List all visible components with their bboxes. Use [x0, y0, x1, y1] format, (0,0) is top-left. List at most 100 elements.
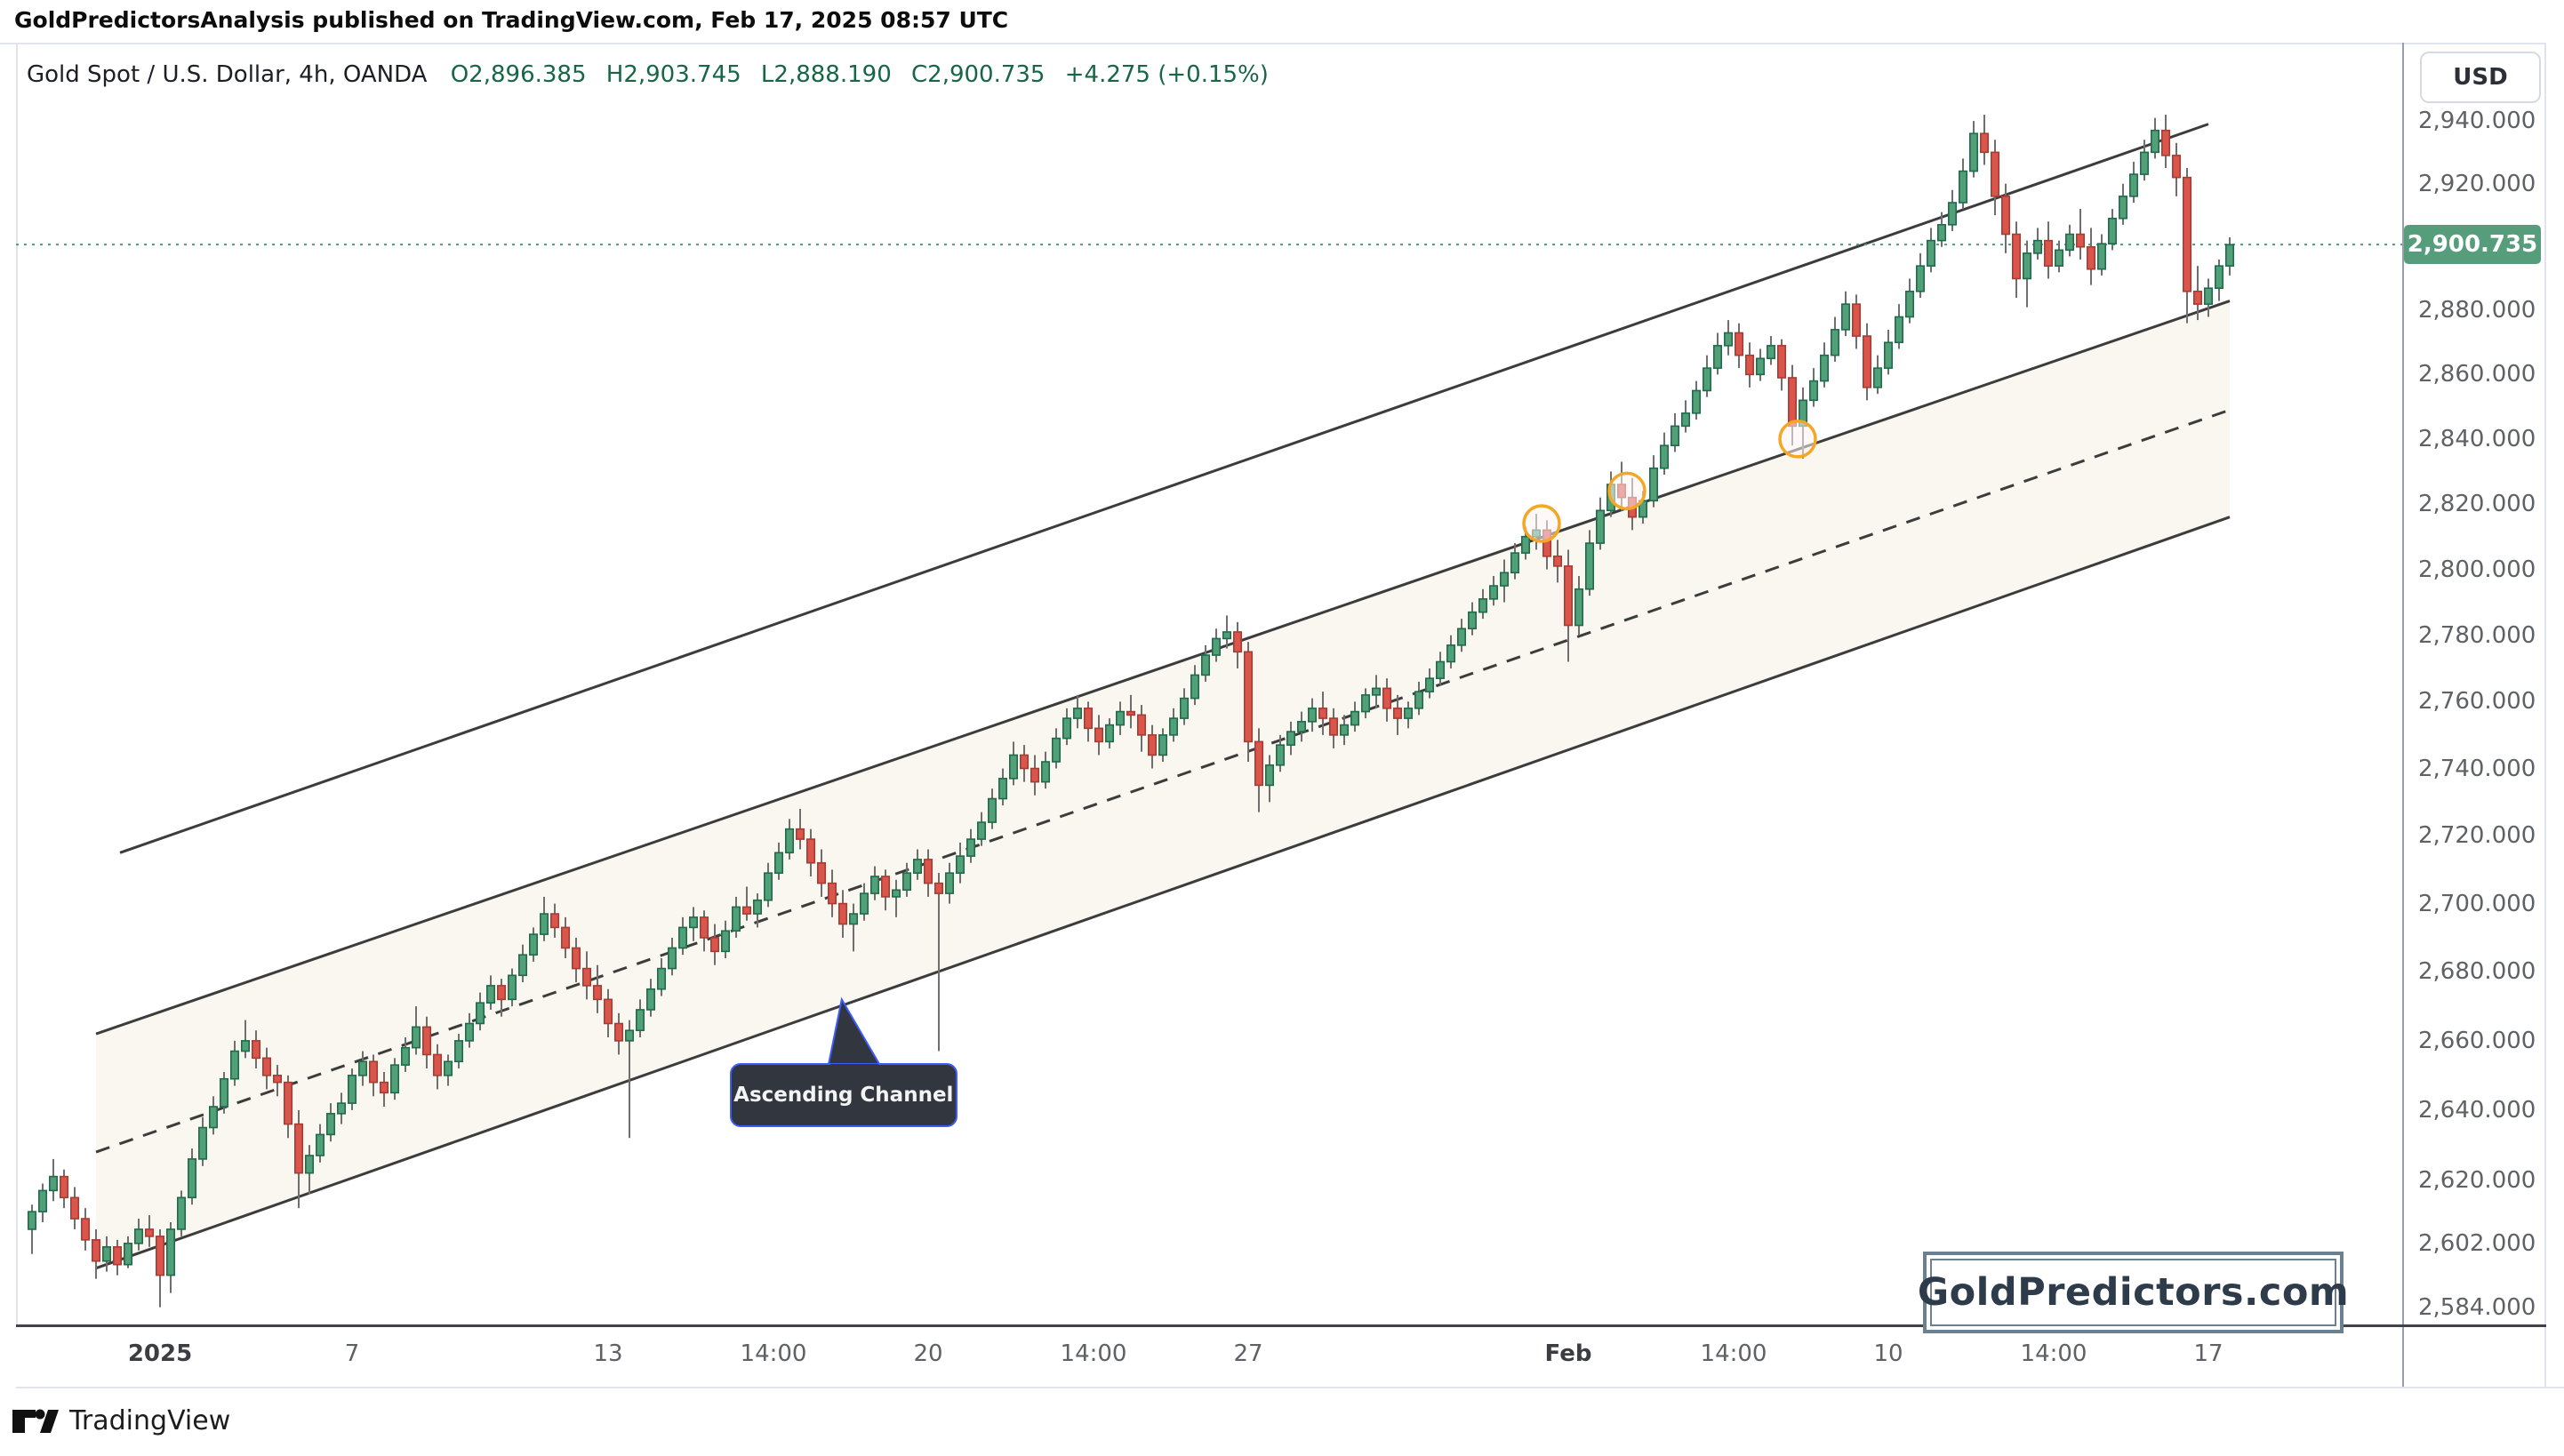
candle: [1244, 642, 1254, 762]
candle: [560, 916, 570, 959]
ohlc-change: +4.275 (+0.15%): [1064, 61, 1269, 88]
price-axis-label: 2,700.000: [2418, 890, 2536, 917]
candle: [60, 1169, 69, 1209]
candle: [1852, 294, 1862, 349]
channel-callout-pointer: [827, 996, 882, 1067]
candle: [485, 975, 495, 1010]
currency-chip[interactable]: USD: [2420, 52, 2541, 103]
candle: [2097, 234, 2107, 276]
candle: [1553, 540, 1563, 583]
ohlc-close: C2,900.735: [911, 61, 1046, 88]
candle: [1959, 158, 1968, 210]
candle: [134, 1219, 144, 1251]
candle: [1468, 602, 1478, 636]
candle: [1703, 355, 1712, 397]
candle: [37, 1183, 47, 1223]
candle: [315, 1124, 325, 1163]
channel-midline-dashed: [95, 408, 2231, 1154]
widget-top-border: [0, 43, 2546, 44]
candle: [1916, 252, 1926, 298]
price-axis-label: 2,584.000: [2418, 1293, 2536, 1321]
candle: [1286, 721, 1296, 756]
candle: [827, 869, 837, 917]
candle: [1372, 675, 1382, 708]
current-price-badge: 2,900.735: [2404, 225, 2541, 265]
candle: [1777, 339, 1787, 391]
symbol-ohlc-header[interactable]: Gold Spot / U.S. Dollar, 4h, OANDA O2,89…: [27, 57, 1281, 92]
candle: [229, 1040, 239, 1086]
candle: [283, 1075, 292, 1139]
candle: [464, 1012, 474, 1048]
candle: [1873, 355, 1883, 395]
candle: [2001, 183, 2011, 253]
candle: [1169, 708, 1179, 742]
candle: [720, 920, 730, 959]
candle: [656, 958, 666, 996]
price-axis-border[interactable]: [2402, 43, 2404, 1387]
candle: [1585, 530, 1595, 596]
candle: [1020, 745, 1030, 782]
candle: [1681, 400, 1691, 433]
candle: [645, 979, 655, 1017]
candle: [1148, 724, 1158, 769]
candle: [741, 886, 751, 921]
candle: [1564, 549, 1574, 662]
watermark-box: GoldPredictors.com: [1918, 1252, 2349, 1333]
candle: [1158, 728, 1168, 762]
upper-trendline: [119, 123, 2209, 854]
price-axis-label: 2,620.000: [2418, 1166, 2536, 1194]
candle: [1969, 121, 1979, 178]
candle: [1671, 412, 1680, 452]
price-axis-label: 2,840.000: [2418, 425, 2536, 452]
candle: [1756, 348, 1766, 381]
channel-callout-label[interactable]: Ascending Channel: [729, 1063, 957, 1128]
candle: [1201, 644, 1211, 682]
candle: [1724, 320, 1734, 356]
candle: [1500, 559, 1510, 603]
candle: [1884, 329, 1894, 375]
price-axis-label: 2,640.000: [2418, 1096, 2536, 1124]
candle: [528, 927, 538, 962]
candle: [2076, 209, 2086, 260]
candle: [816, 849, 826, 897]
candle: [1233, 621, 1243, 668]
symbol-title[interactable]: Gold Spot / U.S. Dollar, 4h, OANDA: [27, 61, 428, 88]
candle: [1094, 715, 1104, 756]
candle: [880, 869, 890, 911]
candle: [998, 768, 1008, 806]
price-axis-label: 2,940.000: [2418, 108, 2536, 135]
plot-left-border: [16, 43, 18, 1324]
candle: [1190, 665, 1200, 706]
price-axis-label: 2,800.000: [2418, 556, 2536, 583]
candle: [357, 1051, 367, 1086]
candle: [2225, 237, 2235, 276]
candle: [1137, 705, 1147, 752]
candle: [2129, 161, 2139, 203]
candle: [731, 896, 741, 938]
candle: [1030, 755, 1040, 796]
candle: [1767, 336, 1776, 365]
candle: [1041, 751, 1051, 789]
ohlc-open: O2,896.385: [450, 61, 587, 88]
candle: [507, 968, 517, 1007]
channel-lower-line: [95, 516, 2231, 1270]
candle: [624, 1020, 634, 1139]
candle: [240, 1020, 250, 1059]
time-axis-border[interactable]: [16, 1324, 2546, 1327]
candle: [1436, 652, 1446, 685]
tradingview-footer[interactable]: TradingView: [11, 1404, 230, 1436]
candle: [837, 890, 847, 938]
candle: [432, 1044, 442, 1090]
candle: [635, 999, 645, 1038]
candle: [1991, 140, 2000, 216]
candle: [2033, 228, 2043, 260]
candle: [1073, 694, 1083, 729]
candle: [293, 1109, 303, 1209]
candle: [539, 896, 549, 941]
candle: [988, 788, 998, 829]
candle: [475, 992, 485, 1031]
candle: [411, 1006, 421, 1055]
candle: [1863, 323, 1872, 401]
